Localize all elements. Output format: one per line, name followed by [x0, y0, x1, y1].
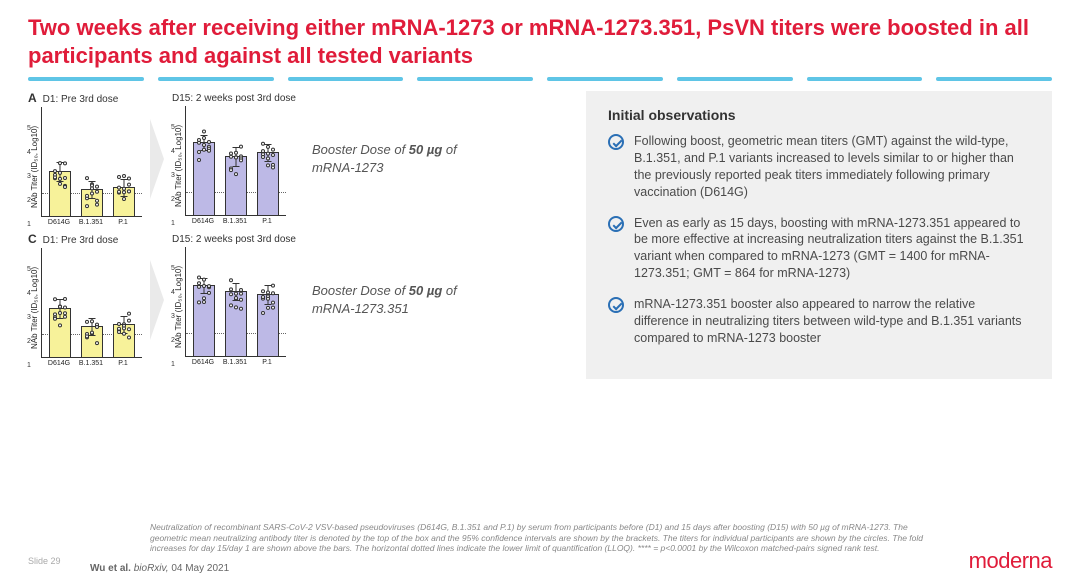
observation-item: Following boost, geometric mean titers (… [608, 133, 1030, 201]
observation-item: mRNA-1273.351 booster also appeared to n… [608, 296, 1030, 347]
footnote: Neutralization of recombinant SARS-CoV-2… [150, 522, 930, 554]
main-content: AD1: Pre 3rd doseNAb Titer (ID₅₀, Log10)… [0, 89, 1080, 379]
charts-column: AD1: Pre 3rd doseNAb Titer (ID₅₀, Log10)… [28, 91, 568, 379]
chart-row: AD1: Pre 3rd doseNAb Titer (ID₅₀, Log10)… [28, 91, 568, 226]
slide-title: Two weeks after receiving either mRNA-12… [0, 0, 1080, 77]
observations-panel: Initial observations Following boost, ge… [586, 91, 1052, 379]
check-icon [608, 216, 624, 232]
divider-dashes [0, 77, 1080, 89]
observation-item: Even as early as 15 days, boosting with … [608, 215, 1030, 283]
arrow-icon [150, 119, 164, 199]
bar-chart: D15: 2 weeks post 3rd doseNAb Titer (ID₅… [172, 93, 296, 225]
observations-heading: Initial observations [608, 107, 1030, 123]
arrow-icon [150, 260, 164, 340]
check-icon [608, 297, 624, 313]
citation: Wu et al. bioRxiv, 04 May 2021 [90, 563, 229, 574]
chart-row: CD1: Pre 3rd doseNAb Titer (ID₅₀, Log10)… [28, 232, 568, 367]
bar-chart: AD1: Pre 3rd doseNAb Titer (ID₅₀, Log10)… [28, 91, 142, 226]
booster-label: Booster Dose of 50 µg of mRNA-1273 [302, 141, 462, 176]
slide-number: Slide 29 [28, 556, 61, 566]
check-icon [608, 134, 624, 150]
bar-chart: CD1: Pre 3rd doseNAb Titer (ID₅₀, Log10)… [28, 232, 142, 367]
bar-chart: D15: 2 weeks post 3rd doseNAb Titer (ID₅… [172, 234, 296, 366]
moderna-logo: moderna [969, 548, 1052, 574]
booster-label: Booster Dose of 50 µg of mRNA-1273.351 [302, 282, 462, 317]
